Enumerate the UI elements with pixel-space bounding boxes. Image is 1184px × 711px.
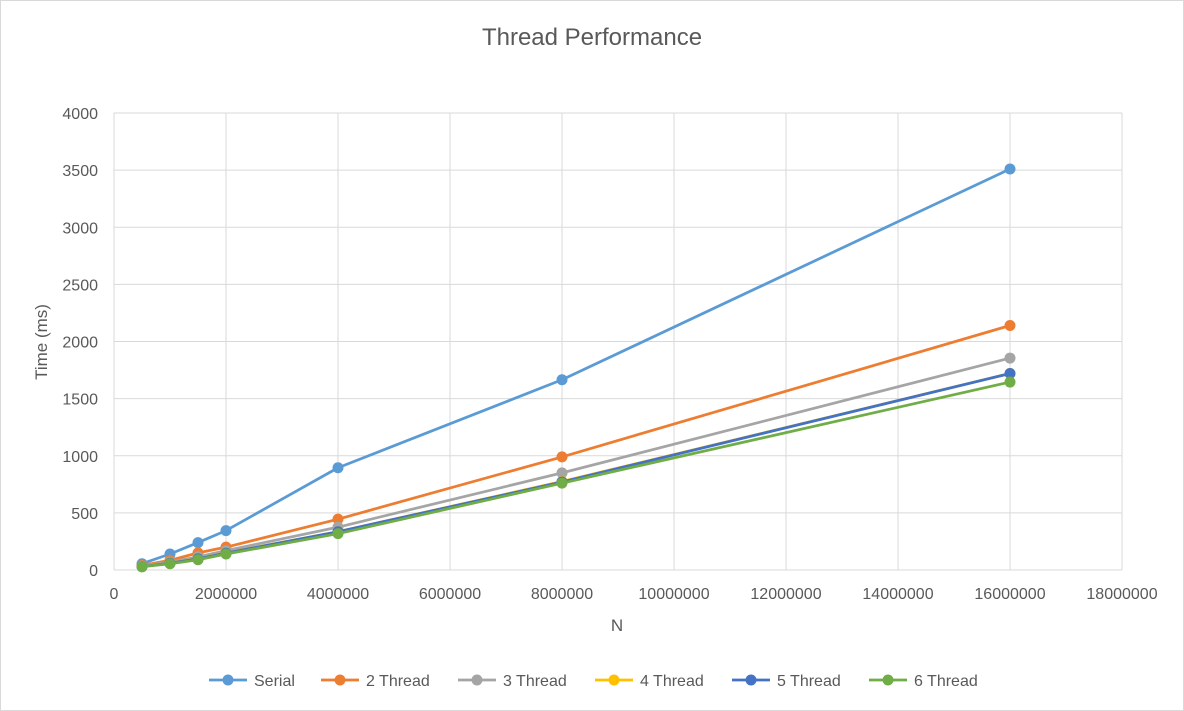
legend-label: 5 Thread xyxy=(777,673,841,690)
data-point xyxy=(1004,163,1016,175)
series-line xyxy=(141,324,1011,567)
chart-title: Thread Performance xyxy=(482,24,702,51)
series-line xyxy=(141,167,1011,566)
legend-item: 6 Thread xyxy=(869,673,978,690)
x-tick-label: 12000000 xyxy=(750,586,821,603)
x-axis-label: N xyxy=(611,616,623,635)
x-tick-label: 0 xyxy=(110,586,119,603)
data-point xyxy=(556,374,568,386)
y-tick-label: 1500 xyxy=(62,392,98,409)
legend-label: 3 Thread xyxy=(503,673,567,690)
data-point xyxy=(1004,376,1016,388)
data-point xyxy=(556,477,568,489)
legend-label: 4 Thread xyxy=(640,673,704,690)
legend-label: Serial xyxy=(254,673,295,690)
data-point xyxy=(556,467,568,479)
legend-swatch-marker xyxy=(745,674,757,686)
legend-label: 2 Thread xyxy=(366,673,430,690)
x-tick-label: 14000000 xyxy=(862,586,933,603)
legend-swatch-marker xyxy=(471,674,483,686)
x-tick-label: 4000000 xyxy=(307,586,369,603)
data-point xyxy=(1004,367,1016,379)
y-tick-label: 3000 xyxy=(62,220,98,237)
data-point xyxy=(1004,352,1016,364)
data-point xyxy=(192,537,204,549)
data-point xyxy=(136,561,148,573)
data-point xyxy=(164,558,176,570)
legend-swatch-marker xyxy=(334,674,346,686)
legend-item: 2 Thread xyxy=(321,673,430,690)
legend-swatch-marker xyxy=(882,674,894,686)
series-6-thread xyxy=(136,376,1016,573)
y-tick-label: 1000 xyxy=(62,449,98,466)
data-point xyxy=(556,451,568,463)
data-point xyxy=(192,554,204,566)
series-layer xyxy=(136,163,1016,573)
data-point xyxy=(332,513,344,525)
y-tick-label: 3500 xyxy=(62,163,98,180)
y-tick-label: 2000 xyxy=(62,335,98,352)
legend-item: 3 Thread xyxy=(458,673,567,690)
legend-swatch-marker xyxy=(222,674,234,686)
y-tick-label: 0 xyxy=(89,563,98,580)
legend-swatch-marker xyxy=(608,674,620,686)
x-tick-label: 8000000 xyxy=(531,586,593,603)
x-tick-label: 18000000 xyxy=(1086,586,1157,603)
data-point xyxy=(1004,320,1016,332)
x-tick-label: 16000000 xyxy=(974,586,1045,603)
x-tick-label: 2000000 xyxy=(195,586,257,603)
x-axis-ticks: 0 2000000 4000000 6000000 8000000 10000000 120… xyxy=(110,586,1158,603)
legend-item: 4 Thread xyxy=(595,673,704,690)
legend: Serial 2 Thread 3 Thread 4 Thread 5 Thread 6 … xyxy=(209,673,978,690)
y-tick-label: 500 xyxy=(71,506,98,523)
series-line xyxy=(141,380,1011,569)
y-axis-ticks: 0 500 1000 1500 2000 2500 3000 3500 4000 xyxy=(62,106,98,580)
series-2-thread xyxy=(136,320,1016,571)
data-point xyxy=(332,462,344,474)
legend-item: Serial xyxy=(209,673,295,690)
y-tick-label: 4000 xyxy=(62,106,98,123)
x-tick-label: 10000000 xyxy=(638,586,709,603)
y-tick-label: 2500 xyxy=(62,277,98,294)
data-point xyxy=(332,528,344,540)
x-tick-label: 6000000 xyxy=(419,586,481,603)
data-point xyxy=(220,548,232,560)
y-axis-label: Time (ms) xyxy=(32,304,51,380)
legend-label: 6 Thread xyxy=(914,673,978,690)
series-serial xyxy=(136,163,1016,570)
legend-item: 5 Thread xyxy=(732,673,841,690)
series-3-thread xyxy=(136,352,1016,572)
data-point xyxy=(220,525,232,537)
grid-lines xyxy=(113,112,1123,571)
